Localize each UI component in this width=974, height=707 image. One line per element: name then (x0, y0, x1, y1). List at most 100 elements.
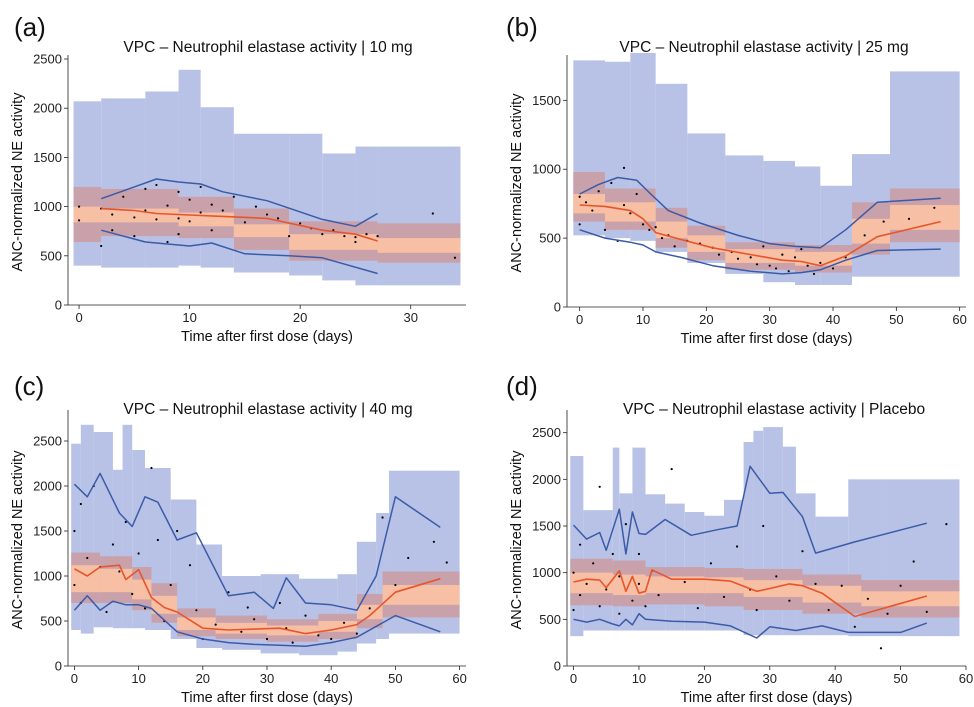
observed-point (177, 190, 180, 193)
panel-c: (c) VPC – Neutrophil elastase activity | … (10, 371, 467, 706)
observed-point (853, 625, 856, 628)
observed-point (605, 588, 608, 591)
x-tick-label: 60 (952, 312, 966, 327)
observed-point (618, 612, 621, 615)
observed-point (629, 212, 632, 215)
observed-point (591, 209, 594, 212)
axes: 0 10 20 30 40 50 60 0 500 1000 1500 2000 2500 Time af… (10, 410, 467, 706)
observed-point (155, 218, 158, 221)
observed-point (812, 272, 816, 276)
observed-point (166, 204, 169, 207)
observed-point (755, 608, 758, 612)
observed-point (578, 223, 581, 226)
observed-point (866, 597, 869, 600)
observed-point (199, 185, 202, 189)
x-tick-label: 40 (324, 671, 338, 686)
observed-point (432, 540, 436, 543)
y-tick-label: 1000 (33, 569, 62, 584)
observed-point (637, 552, 641, 556)
observed-point (840, 584, 843, 587)
observed-point (863, 234, 866, 237)
panel-label: (a) (14, 12, 46, 42)
panel-d: (d) VPC – Neutrophil elastase activity | … (506, 371, 973, 706)
observed-point (100, 244, 103, 248)
chart-title: VPC – Neutrophil elastase activity | 10 … (123, 39, 412, 56)
x-tick-label: 40 (828, 671, 842, 686)
observed-5th-percentile-line (101, 229, 378, 275)
observed-point (79, 502, 82, 506)
observed-point (210, 229, 213, 232)
observed-point (755, 263, 759, 266)
y-tick-label: 1500 (33, 524, 62, 539)
x-tick-label: 20 (699, 312, 713, 327)
observed-median-line (74, 564, 441, 635)
outer-pi-segment (122, 424, 133, 629)
observed-point (598, 485, 601, 488)
observed-point (210, 203, 213, 206)
y-tick-label: 500 (539, 231, 561, 246)
observed-point (762, 245, 765, 248)
observed-point (788, 599, 791, 602)
x-tick-label: 30 (260, 671, 274, 686)
x-tick-label: 0 (71, 671, 78, 686)
observed-point (806, 264, 809, 267)
x-axis-label: Time after first dose (days) (681, 690, 853, 706)
observed-point (276, 217, 280, 220)
observed-point (240, 630, 243, 633)
y-tick-label: 0 (55, 659, 62, 674)
median-pi-inner-segment (570, 572, 613, 594)
y-tick-label: 2500 (33, 52, 62, 67)
observed-point (584, 201, 588, 204)
outer-pi-segment (322, 153, 356, 281)
observed-point (912, 560, 915, 563)
x-tick-label: 50 (388, 671, 402, 686)
y-tick-label: 1000 (532, 162, 561, 177)
median-pi-inner-segment (573, 194, 605, 214)
observed-point (768, 264, 771, 267)
x-tick-label: 60 (959, 671, 973, 686)
outer-pi-segment (890, 71, 960, 277)
x-tick-label: 20 (196, 671, 210, 686)
observed-point (133, 216, 136, 219)
observed-point (278, 601, 281, 605)
observed-point (882, 220, 885, 223)
observed-point (166, 240, 169, 244)
x-axis-label: Time after first dose (days) (181, 690, 353, 706)
y-tick-label: 0 (554, 300, 561, 315)
x-tick-label: 30 (763, 671, 777, 686)
observed-point (641, 223, 645, 226)
observed-point (133, 235, 136, 238)
observed-point (886, 612, 889, 615)
observed-point (77, 219, 81, 222)
observed-point (143, 607, 147, 610)
observed-point (342, 621, 346, 624)
median-pi-inner-segment (852, 218, 890, 244)
panel-a: (a) VPC – Neutrophil elastase activity | … (10, 12, 466, 345)
observed-point (801, 550, 804, 553)
y-axis-label: ANC-normalized NE activity (509, 450, 525, 630)
chart-title: VPC – Neutrophil elastase activity | 40 … (123, 401, 412, 418)
observed-point (660, 237, 664, 240)
observed-point (177, 233, 180, 236)
axes: 0 10 20 30 40 50 60 0 500 1000 1500 2000 2500 Time af… (509, 410, 973, 706)
outer-pi-segment (377, 146, 461, 286)
observed-point (735, 545, 739, 548)
observed-point (394, 583, 397, 587)
x-axis-label: Time after first dose (days) (181, 329, 353, 345)
observed-point (925, 610, 928, 613)
observed-point (453, 256, 457, 259)
outer-pi-segment (200, 107, 234, 268)
observed-point (622, 203, 626, 207)
x-tick-label: 0 (576, 312, 583, 327)
outer-pi-segment (723, 499, 744, 631)
x-tick-label: 10 (632, 671, 646, 686)
median-pi-inner-segment (101, 208, 179, 223)
median-pi-inner-segment (655, 221, 688, 239)
x-axis-label: Time after first dose (days) (681, 331, 853, 347)
observed-point (368, 607, 371, 610)
observed-point (381, 516, 384, 519)
observed-point (105, 610, 108, 614)
observed-point (188, 220, 191, 223)
observed-point (195, 609, 198, 612)
observed-point (188, 198, 191, 201)
